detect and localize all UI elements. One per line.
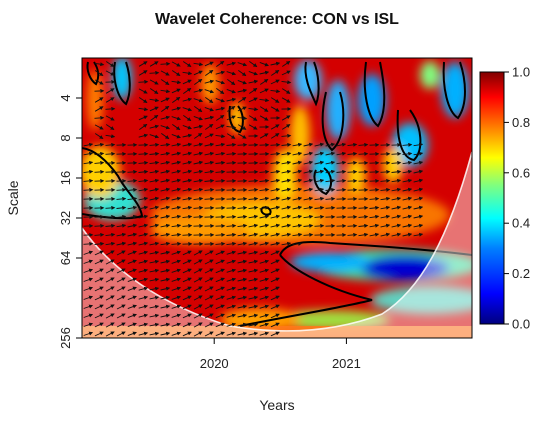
- phase-arrow: [84, 244, 93, 245]
- y-tick-label: 4: [58, 94, 73, 101]
- phase-arrow: [216, 181, 225, 182]
- phase-arrow: [315, 226, 324, 227]
- phase-arrow: [359, 154, 368, 155]
- phase-arrow: [106, 208, 115, 209]
- x-tick-label: 2020: [200, 356, 229, 371]
- phase-arrow: [348, 172, 357, 173]
- phase-arrow: [227, 163, 236, 164]
- phase-arrow: [84, 190, 93, 191]
- phase-arrow: [271, 145, 280, 146]
- phase-arrow: [238, 199, 247, 200]
- phase-arrow: [161, 64, 170, 65]
- phase-arrow: [106, 154, 115, 155]
- phase-arrow: [227, 217, 236, 218]
- phase-arrow: [216, 235, 225, 236]
- x-axis-label: Years: [259, 397, 294, 413]
- phase-arrow: [348, 226, 357, 227]
- colorbar-tick-label: 0.6: [512, 165, 530, 180]
- phase-arrow: [370, 190, 379, 191]
- coherence-heatmap: [80, 56, 490, 338]
- y-axis-label: Scale: [5, 180, 21, 215]
- y-tick-label: 64: [58, 251, 73, 265]
- phase-arrow: [139, 154, 148, 155]
- phase-arrow: [249, 181, 258, 182]
- phase-arrow: [337, 190, 346, 191]
- phase-arrow: [95, 118, 104, 119]
- phase-arrow: [205, 199, 214, 200]
- x-axis: 2020 2021: [200, 338, 361, 371]
- colorbar-tick-label: 0.0: [512, 317, 530, 332]
- phase-arrow: [128, 172, 137, 173]
- phase-arrow: [95, 226, 104, 227]
- phase-arrow: [326, 208, 335, 209]
- chart-title: Wavelet Coherence: CON vs ISL: [155, 11, 399, 28]
- phase-arrow: [106, 109, 115, 110]
- colorbar-tick-label: 0.2: [512, 266, 530, 281]
- phase-arrow: [150, 73, 159, 74]
- y-tick-label: 16: [58, 171, 73, 185]
- phase-arrow: [95, 172, 104, 173]
- colorbar: [480, 72, 504, 324]
- colorbar-tick-label: 0.8: [512, 115, 530, 130]
- phase-arrow: [381, 172, 390, 173]
- x-tick-label: 2021: [332, 356, 361, 371]
- y-tick-label: 8: [58, 134, 73, 141]
- phase-arrow: [117, 190, 126, 191]
- y-tick-label: 32: [58, 211, 73, 225]
- phase-arrow: [260, 163, 269, 164]
- colorbar-tick-label: 1.0: [512, 65, 530, 80]
- phase-arrow: [194, 217, 203, 218]
- phase-arrow: [139, 82, 148, 83]
- colorbar-ticks: 0.0 0.2 0.4 0.6 0.8 1.0: [504, 65, 530, 332]
- colorbar-tick-label: 0.4: [512, 216, 530, 231]
- phase-arrow: [359, 208, 368, 209]
- phase-arrow: [392, 154, 401, 155]
- y-tick-label: 256: [58, 327, 73, 349]
- phase-arrow: [238, 145, 247, 146]
- y-axis: 4 8 16 32 64 256: [58, 94, 82, 348]
- phase-arrow: [183, 235, 192, 236]
